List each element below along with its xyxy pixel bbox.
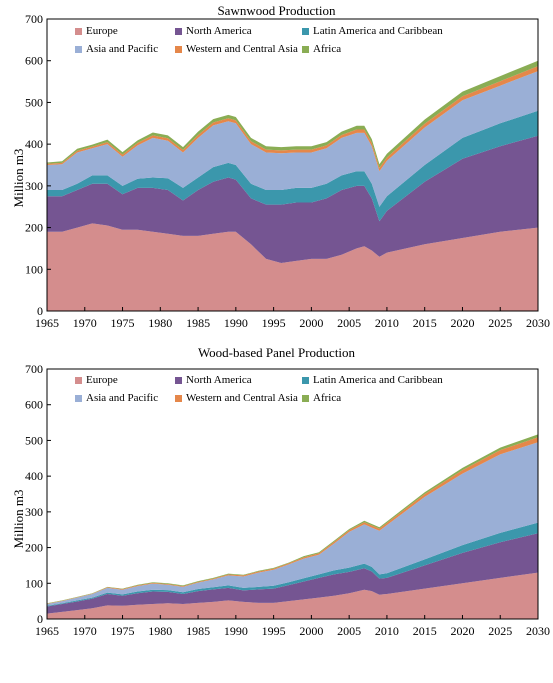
area-series-europe: [47, 572, 538, 619]
area-series-north-america: [47, 533, 538, 614]
legend-label: Asia and Pacific: [86, 392, 159, 404]
y-tick-label: 400: [25, 137, 43, 151]
y-tick-label: 100: [25, 262, 43, 276]
legend-swatch: [175, 27, 182, 35]
y-tick-label: 100: [25, 576, 43, 590]
legend-item: Africa: [302, 43, 341, 55]
legend-swatch: [175, 376, 182, 384]
x-tick-label: 2025: [488, 624, 512, 638]
legend-swatch: [302, 45, 309, 53]
y-tick-label: 500: [25, 95, 43, 109]
legend-item: Latin America and Caribbean: [302, 25, 443, 37]
x-tick-label: 1975: [111, 624, 135, 638]
legend-item: Europe: [75, 374, 118, 386]
plot-frame: [46, 368, 539, 620]
panel-chart-panel: Wood-based Panel Production Million m3 0…: [0, 341, 553, 683]
legend-item: Latin America and Caribbean: [302, 374, 443, 386]
legend-swatch: [75, 376, 82, 384]
area-series-africa: [47, 60, 538, 168]
area-series-europe: [47, 223, 538, 311]
legend-swatch: [302, 27, 309, 35]
area-series-asia-and-pacific: [47, 442, 538, 606]
y-tick-label: 500: [25, 433, 43, 447]
x-tick-label: 1980: [148, 316, 172, 330]
x-tick-label: 2030: [526, 624, 550, 638]
plot-frame: [46, 18, 539, 312]
legend-label: Western and Central Asia: [186, 392, 298, 404]
x-tick-label: 1995: [262, 316, 286, 330]
legend-item: Western and Central Asia: [175, 43, 298, 55]
legend-label: Europe: [86, 374, 118, 386]
legend-label: North America: [186, 374, 252, 386]
x-tick-label: 1995: [262, 624, 286, 638]
x-tick-label: 1965: [35, 624, 59, 638]
legend-swatch: [75, 45, 82, 53]
legend-item: Africa: [302, 392, 341, 404]
x-tick-label: 1965: [35, 316, 59, 330]
x-tick-label: 1985: [186, 316, 210, 330]
legend-label: Latin America and Caribbean: [313, 374, 443, 386]
x-tick-label: 2000: [299, 624, 323, 638]
legend-swatch: [175, 45, 182, 53]
legend-label: Asia and Pacific: [86, 43, 159, 55]
legend-swatch: [302, 394, 309, 402]
x-tick-label: 2030: [526, 316, 550, 330]
legend-label: Africa: [313, 43, 342, 55]
y-tick-label: 200: [25, 221, 43, 235]
legend-label: North America: [186, 25, 252, 37]
legend-swatch: [302, 376, 309, 384]
legend-item: Europe: [75, 25, 118, 37]
x-tick-label: 2020: [450, 316, 474, 330]
x-tick-label: 2000: [299, 316, 323, 330]
chart-title: Sawnwood Production: [217, 3, 336, 18]
x-tick-label: 1970: [73, 316, 97, 330]
legend-label: Europe: [86, 25, 118, 37]
x-tick-label: 1980: [148, 624, 172, 638]
legend-label: Africa: [313, 392, 342, 404]
y-tick-label: 300: [25, 505, 43, 519]
x-tick-label: 1985: [186, 624, 210, 638]
x-tick-label: 1990: [224, 316, 248, 330]
legend-item: Asia and Pacific: [75, 392, 158, 404]
legend-item: North America: [175, 25, 252, 37]
legend-label: Latin America and Caribbean: [313, 25, 443, 37]
x-tick-label: 2005: [337, 624, 361, 638]
y-tick-label: 200: [25, 541, 43, 555]
legend-label: Western and Central Asia: [186, 43, 298, 55]
legend-swatch: [75, 27, 82, 35]
y-tick-label: 600: [25, 54, 43, 68]
legend-swatch: [75, 394, 82, 402]
chart-title: Wood-based Panel Production: [197, 345, 356, 360]
area-series-latin-america-and-caribbean: [47, 110, 538, 222]
y-tick-label: 700: [25, 12, 43, 26]
area-series-north-america: [47, 135, 538, 263]
x-tick-label: 2020: [450, 624, 474, 638]
legend-item: Western and Central Asia: [175, 392, 298, 404]
y-tick-label: 600: [25, 398, 43, 412]
x-tick-label: 1970: [73, 624, 97, 638]
y-tick-label: 0: [37, 304, 43, 318]
legend-item: North America: [175, 374, 252, 386]
area-series-asia-and-pacific: [47, 71, 538, 207]
area-series-western-and-central-asia: [47, 66, 538, 172]
x-tick-label: 1990: [224, 624, 248, 638]
y-tick-label: 700: [25, 362, 43, 376]
x-tick-label: 2025: [488, 316, 512, 330]
x-tick-label: 1975: [111, 316, 135, 330]
y-tick-label: 300: [25, 179, 43, 193]
y-tick-label: 0: [37, 612, 43, 626]
legend-item: Asia and Pacific: [75, 43, 158, 55]
y-tick-label: 400: [25, 469, 43, 483]
x-tick-label: 2015: [413, 624, 437, 638]
sawnwood-chart-svg: 0 100 200 300 400 500 600 700 1965 1970 1975 1980 19…: [25, 12, 550, 330]
x-tick-label: 2015: [413, 316, 437, 330]
x-tick-label: 2005: [337, 316, 361, 330]
panel-chart-svg: 0 100 200 300 400 500 600 700 1965 1970 1975 1980 19…: [25, 362, 550, 638]
legend-swatch: [175, 394, 182, 402]
x-tick-label: 2010: [375, 316, 399, 330]
sawnwood-chart-panel: Sawnwood Production Million m3 0 100 200 30…: [0, 0, 553, 340]
x-tick-label: 2010: [375, 624, 399, 638]
